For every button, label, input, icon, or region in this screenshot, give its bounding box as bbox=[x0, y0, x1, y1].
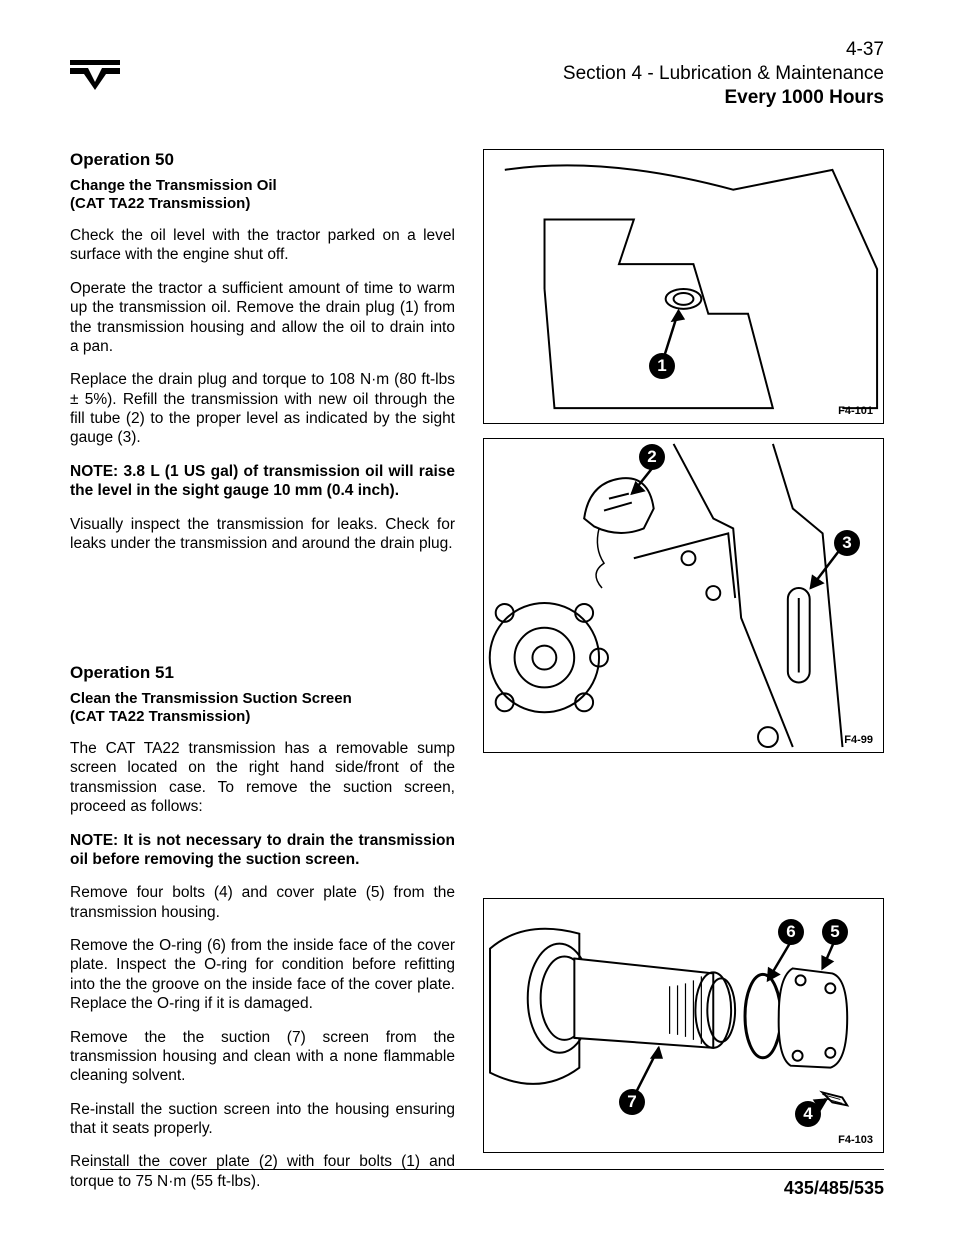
figure-2-drawing bbox=[484, 439, 883, 752]
operation-51-subtitle: Clean the Transmission Suction Screen (C… bbox=[70, 690, 455, 728]
page-number: 4-37 bbox=[563, 38, 884, 62]
op51-para-1: The CAT TA22 transmission has a removabl… bbox=[70, 739, 455, 817]
figure-1: 1 F4-101 bbox=[483, 149, 884, 424]
op50-para-3: Replace the drain plug and torque to 108… bbox=[70, 370, 455, 448]
op51-para-2: Remove four bolts (4) and cover plate (5… bbox=[70, 883, 455, 922]
operation-50-subtitle: Change the Transmission Oil (CAT TA22 Tr… bbox=[70, 177, 455, 215]
figure-2-label: F4-99 bbox=[844, 734, 873, 746]
op50-note: NOTE: 3.8 L (1 US gal) of transmission o… bbox=[70, 462, 455, 501]
section-title: Section 4 - Lubrication & Maintenance bbox=[563, 62, 884, 86]
figure-column: 1 F4-101 bbox=[483, 149, 884, 1205]
footer-model: 435/485/535 bbox=[784, 1178, 884, 1199]
figure-1-drawing bbox=[484, 150, 883, 423]
operation-50-title: Operation 50 bbox=[70, 149, 455, 170]
text-column: Operation 50 Change the Transmission Oil… bbox=[70, 149, 455, 1205]
op50-para-1: Check the oil level with the tractor par… bbox=[70, 226, 455, 265]
op50-para-2: Operate the tractor a sufficient amount … bbox=[70, 279, 455, 357]
op51-para-3: Remove the O-ring (6) from the inside fa… bbox=[70, 936, 455, 1014]
op51-para-6: Reinstall the cover plate (2) with four … bbox=[70, 1152, 455, 1191]
page-header: 4-37 Section 4 - Lubrication & Maintenan… bbox=[70, 38, 884, 109]
interval-title: Every 1000 Hours bbox=[563, 86, 884, 110]
op51-note: NOTE: It is not necessary to drain the t… bbox=[70, 831, 455, 870]
figure-2: 2 3 F4-99 bbox=[483, 438, 884, 753]
figure-1-label: F4-101 bbox=[838, 405, 873, 417]
operation-51-title: Operation 51 bbox=[70, 662, 455, 683]
brand-logo-icon bbox=[70, 60, 120, 90]
figure-3: 6 5 7 4 F4-103 bbox=[483, 898, 884, 1153]
op50-para-4: Visually inspect the transmission for le… bbox=[70, 515, 455, 554]
op51-para-4: Remove the the suction (7) screen from t… bbox=[70, 1028, 455, 1086]
figure-3-label: F4-103 bbox=[838, 1134, 873, 1146]
footer-rule bbox=[100, 1169, 884, 1170]
op51-para-5: Re-install the suction screen into the h… bbox=[70, 1100, 455, 1139]
